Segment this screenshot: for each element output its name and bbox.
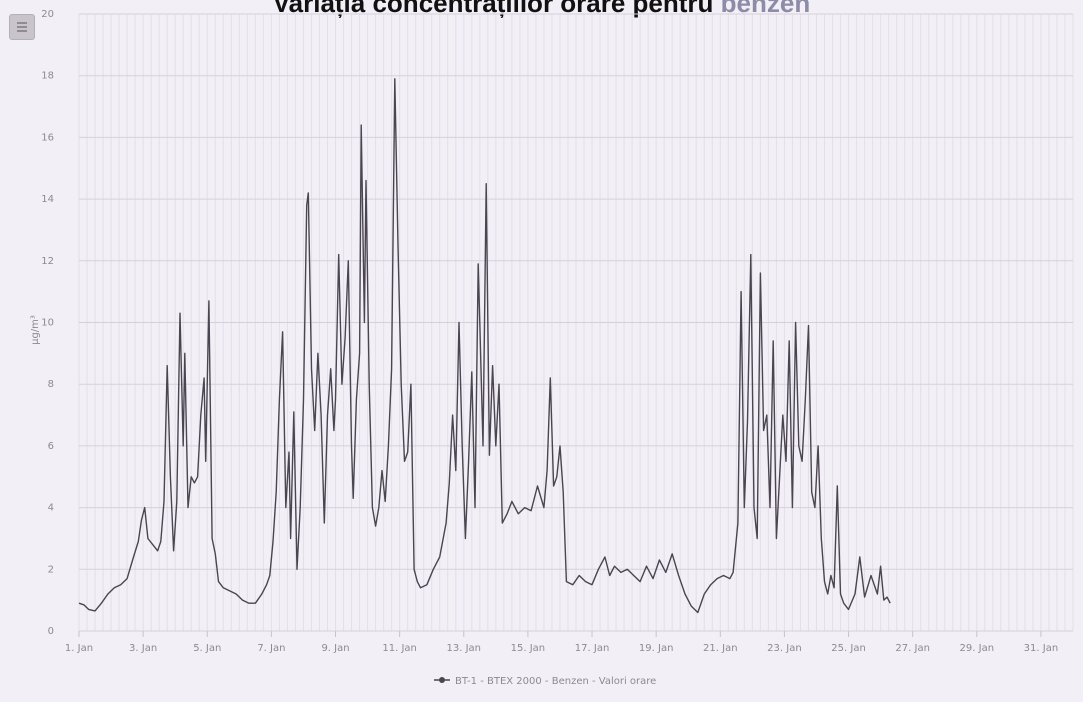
- series-layer: [78, 78, 891, 614]
- y-tick-label: 4: [48, 503, 54, 514]
- y-tick-label: 14: [41, 194, 54, 205]
- y-tick-label: 10: [41, 318, 54, 329]
- x-tick-label: 21. Jan: [703, 643, 738, 654]
- y-tick-label: 2: [48, 564, 54, 575]
- menu-bar-icon: [17, 30, 27, 32]
- x-tick-label: 5. Jan: [193, 643, 221, 654]
- y-tick-label: 16: [41, 132, 54, 143]
- x-tick-label: 11. Jan: [382, 643, 417, 654]
- x-tick-label: 3. Jan: [129, 643, 157, 654]
- x-tick-label: 17. Jan: [575, 643, 610, 654]
- y-tick-label: 12: [41, 256, 54, 267]
- x-tick-label: 13. Jan: [447, 643, 482, 654]
- x-tick-label: 23. Jan: [767, 643, 802, 654]
- series-line: [78, 78, 891, 614]
- menu-bar-icon: [17, 22, 27, 24]
- x-tick-label: 7. Jan: [257, 643, 285, 654]
- x-axis-ticks: 1. Jan 3. Jan 5. Jan 7. Jan 9. Jan 11. Jan 13.…: [65, 631, 1058, 654]
- x-tick-label: 15. Jan: [511, 643, 546, 654]
- menu-bar-icon: [17, 26, 27, 28]
- x-tick-label: 29. Jan: [960, 643, 995, 654]
- x-tick-label: 31. Jan: [1024, 643, 1059, 654]
- y-tick-label: 0: [48, 626, 54, 637]
- y-tick-label: 6: [48, 441, 54, 452]
- x-tick-label: 19. Jan: [639, 643, 674, 654]
- y-axis-label: µg/m³: [30, 315, 41, 345]
- legend-marker-icon: [439, 677, 445, 683]
- x-tick-label: 1. Jan: [65, 643, 93, 654]
- y-tick-label: 18: [41, 71, 54, 82]
- y-tick-label: 8: [48, 379, 54, 390]
- y-axis-ticks: 0 2 4 6 8 10 12 14 16 18 20: [41, 9, 54, 637]
- legend[interactable]: BT-1 - BTEX 2000 - Benzen - Valori orare: [434, 676, 656, 687]
- legend-item-label: BT-1 - BTEX 2000 - Benzen - Valori orare: [455, 676, 656, 687]
- x-tick-label: 9. Jan: [321, 643, 349, 654]
- grid: [78, 13, 1074, 632]
- chart-menu-button[interactable]: [9, 14, 35, 40]
- x-tick-label: 27. Jan: [895, 643, 930, 654]
- y-tick-label: 20: [41, 9, 54, 20]
- x-tick-label: 25. Jan: [831, 643, 866, 654]
